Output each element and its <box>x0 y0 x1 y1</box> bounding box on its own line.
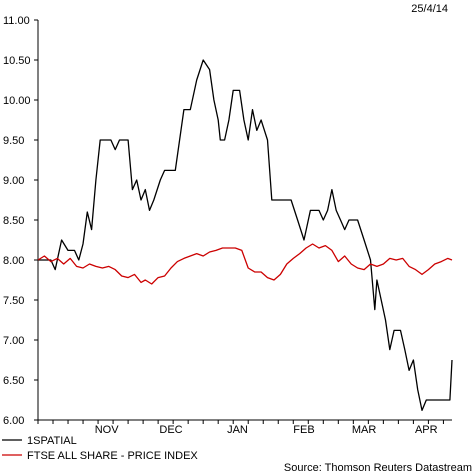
x-tick-label: DEC <box>159 424 182 436</box>
y-tick-label: 9.50 <box>3 135 24 147</box>
source-note: Source: Thomson Reuters Datastream <box>284 462 472 474</box>
y-tick-label: 6.50 <box>3 375 24 387</box>
y-tick-label: 8.00 <box>3 255 24 267</box>
y-axis-ticks: 11.00 10.50 10.00 9.50 9.00 8.50 8.00 7.50 7.00 6… <box>3 15 38 427</box>
y-tick-label: 7.50 <box>3 295 24 307</box>
y-tick-label: 10.00 <box>3 95 31 107</box>
series-layer <box>37 59 453 412</box>
x-tick-label: JAN <box>227 424 248 436</box>
y-tick-label: 6.00 <box>3 415 24 427</box>
series-line-2 <box>37 243 453 285</box>
y-tick-label: 11.00 <box>3 15 30 27</box>
x-tick-label: NOV <box>95 424 120 436</box>
x-tick-label: FEB <box>293 424 314 436</box>
y-tick-label: 7.00 <box>3 335 24 347</box>
date-stamp: 25/4/14 <box>411 3 448 15</box>
y-tick-label: 8.50 <box>3 215 24 227</box>
legend-label-series-1: 1SPATIAL <box>27 435 77 447</box>
y-tick-label: 9.00 <box>3 175 24 187</box>
series-line-1 <box>38 59 453 412</box>
legend-label-series-2: FTSE ALL SHARE - PRICE INDEX <box>27 450 198 462</box>
x-tick-label: MAR <box>352 424 377 436</box>
x-axis-ticks: NOV DEC JAN FEB MAR APR <box>37 420 444 436</box>
y-tick-label: 10.50 <box>3 55 31 67</box>
x-tick-label: APR <box>415 424 438 436</box>
